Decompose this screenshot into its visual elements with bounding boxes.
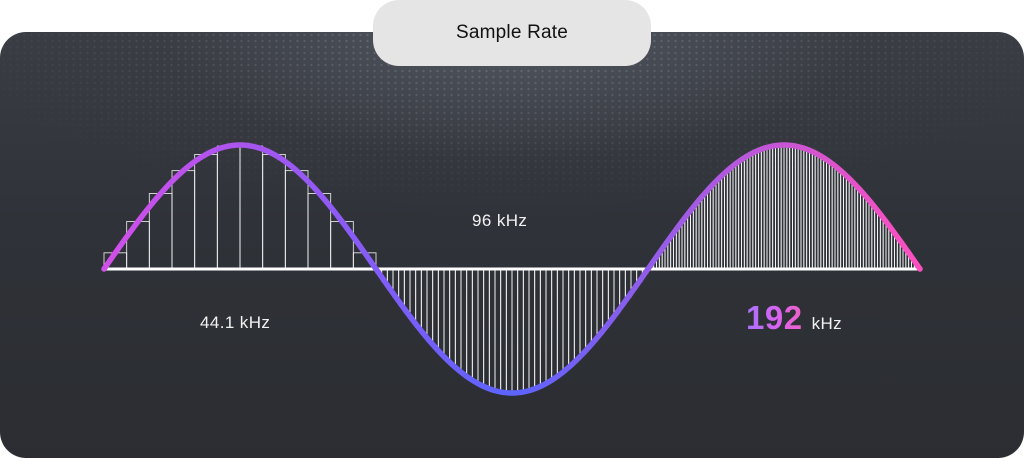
sample-bars-44-1-khz: [103, 145, 377, 270]
sample-bar-96-khz: [454, 268, 462, 371]
sample-bar-96-khz: [443, 268, 451, 360]
sample-bar-96-khz: [528, 268, 536, 391]
sample-bar-96-khz: [426, 268, 434, 342]
sample-bar-96-khz: [483, 268, 490, 389]
label-96-khz: 96 kHz: [472, 211, 528, 230]
sample-bar-44-1-khz: [194, 153, 218, 270]
sample-bar-96-khz: [500, 268, 507, 393]
sample-bar-96-khz: [585, 268, 592, 349]
sample-bars-192-khz: [647, 144, 921, 270]
sample-bar-96-khz: [420, 268, 428, 335]
sample-bar-96-khz: [488, 268, 496, 391]
sample-bar-96-khz: [437, 268, 445, 355]
sample-bar-96-khz: [534, 268, 541, 389]
sample-bar-96-khz: [415, 268, 422, 328]
sample-bar-96-khz: [545, 268, 553, 383]
sample-bar-96-khz: [551, 268, 558, 379]
sample-bar-96-khz: [409, 268, 417, 321]
sample-bar-96-khz: [517, 268, 524, 393]
sample-bars-96-khz: [375, 268, 649, 394]
sample-bar-44-1-khz: [239, 145, 264, 270]
sample-bar-96-khz: [556, 268, 564, 375]
sample-bar-96-khz: [607, 268, 615, 321]
sample-bar-96-khz: [471, 268, 479, 383]
sample-bar-96-khz: [590, 268, 598, 342]
sample-bar-44-1-khz: [216, 145, 241, 270]
sample-bar-96-khz: [522, 268, 530, 392]
page-title: Sample Rate: [373, 0, 651, 66]
sample-bar-96-khz: [511, 268, 519, 394]
label-192-unit: kHz: [811, 314, 843, 333]
sample-bar-96-khz: [505, 268, 513, 394]
sample-bar-96-khz: [449, 268, 456, 366]
sample-bar-96-khz: [432, 268, 439, 349]
sample-bar-96-khz: [573, 268, 581, 360]
sample-bar-96-khz: [602, 268, 609, 328]
sample-bar-96-khz: [477, 268, 485, 386]
sample-bar-96-khz: [539, 268, 547, 386]
sine-wave-curve: [101, 142, 923, 396]
label-192-value: 192: [746, 299, 803, 336]
label-44-1-khz: 44.1 kHz: [200, 313, 271, 332]
sample-bar-44-1-khz: [262, 153, 286, 270]
sample-bar-96-khz: [579, 268, 587, 355]
sample-bar-44-1-khz: [171, 170, 196, 270]
sample-bar-44-1-khz: [284, 170, 309, 270]
sample-bar-96-khz: [596, 268, 604, 335]
label-192-khz: 192 kHz: [746, 299, 842, 337]
sample-bar-96-khz: [460, 268, 468, 375]
sample-bar-96-khz: [568, 268, 575, 366]
sample-bar-96-khz: [562, 268, 570, 371]
sample-bar-96-khz: [494, 268, 502, 392]
sample-bar-96-khz: [466, 268, 473, 379]
